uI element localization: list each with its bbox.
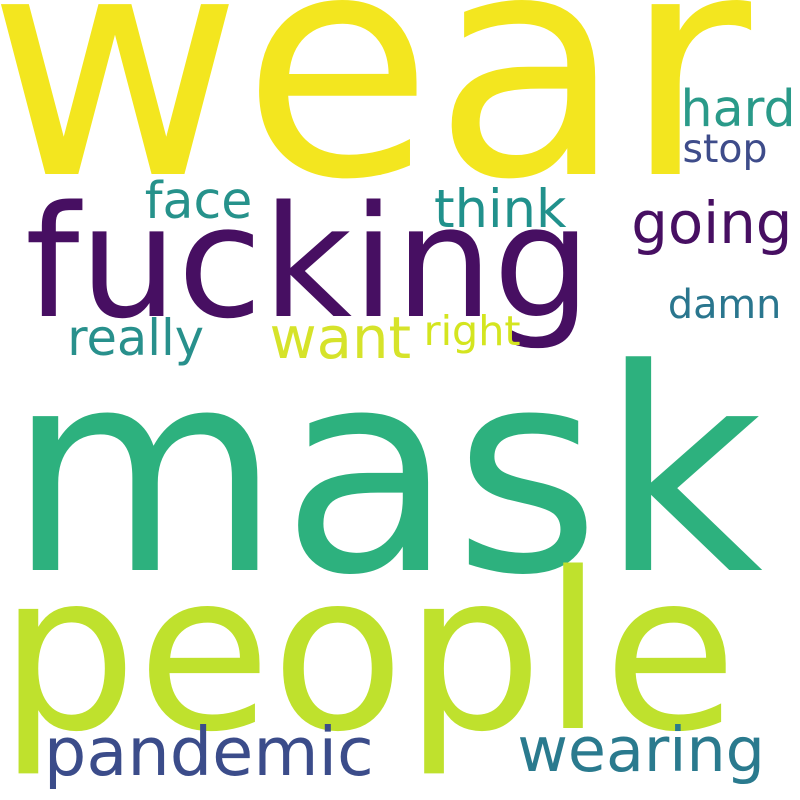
- word-fucking: fucking: [25, 172, 592, 353]
- word-face: face: [144, 170, 253, 230]
- word-really: really: [67, 309, 205, 368]
- word-think: think: [434, 179, 567, 241]
- word-wear: wear: [0, 0, 752, 249]
- word-want: want: [269, 304, 412, 372]
- word-damn: damn: [667, 281, 782, 328]
- word-stop: stop: [682, 126, 768, 173]
- word-people: people: [0, 527, 738, 781]
- word-going: going: [631, 188, 793, 257]
- word-hard: hard: [680, 78, 796, 138]
- word-pandemic: pandemic: [43, 712, 374, 791]
- word-right: right: [423, 307, 521, 356]
- word-wearing: wearing: [517, 714, 765, 787]
- word-mask: mask: [7, 310, 764, 638]
